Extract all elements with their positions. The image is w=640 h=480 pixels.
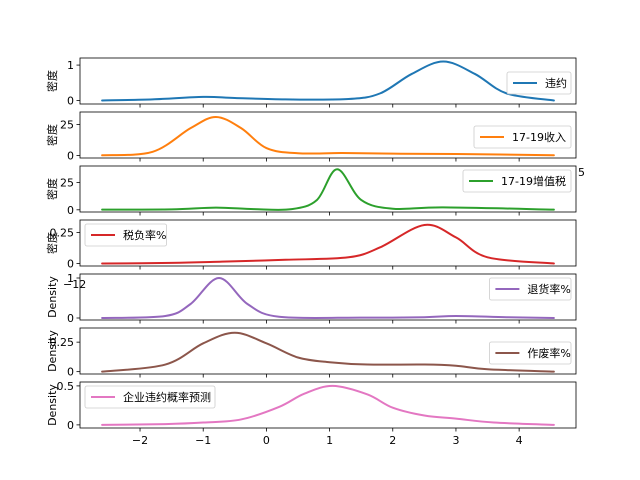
x-tick-label: 3 <box>452 434 459 447</box>
stray-label-right-of-panel-2: 5 <box>578 166 585 179</box>
series-line-7-0 <box>101 384 555 426</box>
axes-frame-6 <box>79 327 577 375</box>
legend-box <box>84 385 216 409</box>
legend-3: 17-19增值税 <box>462 169 572 193</box>
legend-5: 退货率% <box>488 277 572 301</box>
y-tick-label-3: 0 <box>67 204 74 217</box>
y-axis-label-1: 密度 <box>45 70 59 92</box>
axes-frame-2 <box>79 111 577 159</box>
legend-label: 17-19收入 <box>512 130 566 144</box>
y-axis-label-6: Density <box>46 330 59 372</box>
legend-box <box>488 341 572 365</box>
y-axis-label-2: 密度 <box>45 124 59 146</box>
x-tick-label: 4 <box>516 434 523 447</box>
y-tick-label-7: 0.5 <box>57 380 75 393</box>
legend-6: 作废率% <box>488 341 572 365</box>
series-line-3-0 <box>101 168 555 211</box>
y-axis-label-7: Density <box>46 384 59 426</box>
y-axis-label-3: 密度 <box>45 178 59 200</box>
y-tick-label-2: 25 <box>60 118 74 131</box>
x-tick-label: 2 <box>389 434 396 447</box>
series-line-5-0 <box>101 277 555 320</box>
y-tick-label-6: 0 <box>67 366 74 379</box>
x-tick-label: −2 <box>132 434 148 447</box>
axes-frame-3 <box>79 165 577 213</box>
series-line-6-0 <box>101 331 555 373</box>
y-axis-label-4: 密度 <box>45 232 59 254</box>
y-tick-label-5: 0 <box>67 312 74 325</box>
y-tick-label-2: 0 <box>67 150 74 163</box>
x-tick-label: 1 <box>326 434 333 447</box>
series-line-4-0 <box>101 223 555 265</box>
subplot-1: 0 1 密度 违约 <box>45 57 577 108</box>
legend-box <box>462 169 572 193</box>
legend-box <box>473 125 572 149</box>
legend-4: 税负率% <box>84 223 167 247</box>
legend-label: 企业违约概率预测 <box>123 390 211 404</box>
axes-frame-1 <box>79 57 577 105</box>
y-tick-label-3: 25 <box>60 176 74 189</box>
legend-label: 违约 <box>545 77 567 90</box>
y-tick-label-6: 0.25 <box>50 336 75 349</box>
legend-2: 17-19收入 <box>473 125 572 149</box>
x-tick-label: −1 <box>195 434 211 447</box>
y-axis-label-5: Density <box>46 276 59 318</box>
legend-label: 税负率% <box>123 228 166 242</box>
axes-frame-5 <box>79 273 577 321</box>
legend-7: 企业违约概率预测 <box>84 385 216 409</box>
legend-label: 退货率% <box>527 282 570 296</box>
legend-label: 17-19增值税 <box>501 174 566 188</box>
x-tick-label: 0 <box>263 434 270 447</box>
axes-frame-7 <box>79 381 577 429</box>
legend-box <box>84 223 167 247</box>
axes-frame-4 <box>79 219 577 267</box>
series-line-1-0 <box>101 60 555 102</box>
subplot-5: 0 1 Density 退货率% <box>46 272 577 325</box>
y-tick-label-7: 0 <box>67 419 74 432</box>
series-line-2-0 <box>101 115 555 157</box>
y-tick-label-1: 1 <box>67 59 74 72</box>
legend-box <box>506 71 572 95</box>
y-tick-label-1: 0 <box>67 94 74 107</box>
stray-label-left-of-panel-5: −12 <box>63 278 86 291</box>
y-tick-label-4: 0.25 <box>50 226 75 239</box>
legend-box <box>488 277 572 301</box>
legend-1: 违约 <box>506 71 572 95</box>
y-tick-label-5: 1 <box>67 272 74 285</box>
subplot-7: 0 0.5 −2 −1 0 1 2 3 4 Density 企业违约概率预测 <box>46 380 577 447</box>
legend-label: 作废率% <box>527 346 570 360</box>
y-tick-label-4: 0 <box>67 258 74 271</box>
